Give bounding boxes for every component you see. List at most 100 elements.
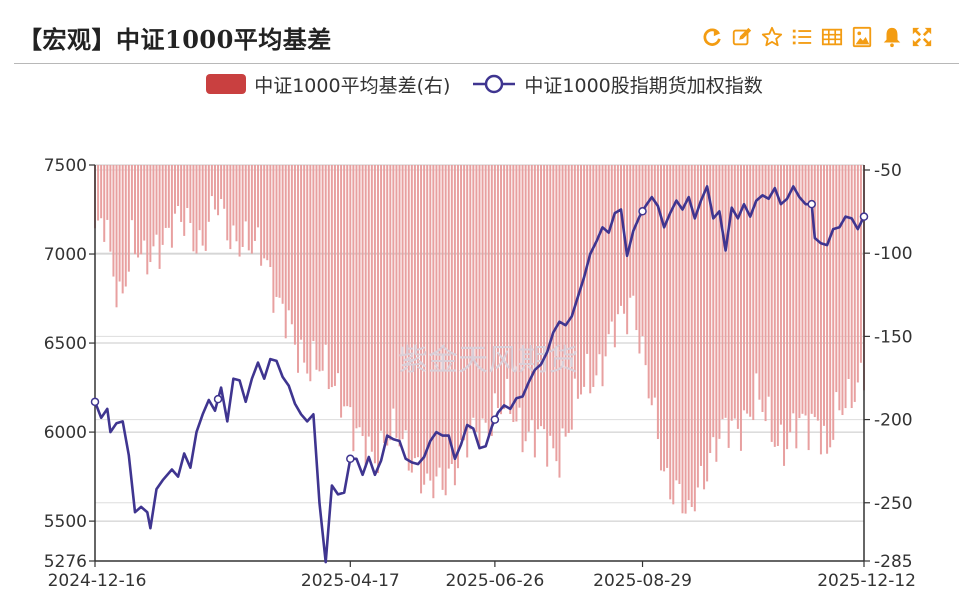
basis-bar xyxy=(783,165,786,466)
basis-bar xyxy=(257,165,260,228)
refresh-icon[interactable] xyxy=(701,26,723,48)
y-right-tick-label: -150 xyxy=(874,327,913,347)
basis-bar xyxy=(706,165,709,482)
basis-bar xyxy=(460,165,463,441)
basis-bar xyxy=(561,165,564,429)
basis-bar xyxy=(149,165,152,263)
basis-bar xyxy=(549,165,552,436)
basis-bar xyxy=(607,165,610,335)
basis-bar xyxy=(133,165,136,255)
legend-basis[interactable]: 中证1000平均基差(右) xyxy=(206,71,450,98)
basis-bar xyxy=(779,165,782,425)
basis-bar xyxy=(527,165,530,432)
basis-bar xyxy=(693,165,696,512)
list-icon[interactable] xyxy=(791,26,813,48)
basis-bar xyxy=(269,165,272,268)
fullscreen-icon[interactable] xyxy=(911,26,933,48)
index-line-marker xyxy=(490,415,500,424)
basis-bar xyxy=(330,165,333,388)
basis-bar xyxy=(112,165,115,277)
basis-bar xyxy=(703,165,706,490)
basis-bar xyxy=(121,165,124,294)
x-tick-label: 2025-04-17 xyxy=(301,571,400,591)
basis-bar xyxy=(333,165,336,386)
basis-bar xyxy=(835,165,838,393)
basis-bar xyxy=(266,165,269,261)
legend-basis-label: 中证1000平均基差(右) xyxy=(254,74,451,97)
basis-bar xyxy=(801,165,804,414)
basis-bar xyxy=(177,165,180,207)
basis-bar xyxy=(816,165,819,421)
basis-bar xyxy=(736,165,739,429)
basis-bar xyxy=(309,165,312,382)
star-icon[interactable] xyxy=(761,26,783,48)
basis-bar xyxy=(475,165,478,432)
header-divider xyxy=(14,63,959,64)
legend-basis-swatch xyxy=(206,74,247,94)
basis-bar xyxy=(97,165,100,221)
basis-bar xyxy=(183,165,186,236)
basis-bar xyxy=(220,165,223,200)
x-tick-label: 2024-12-16 xyxy=(48,571,147,591)
basis-bar xyxy=(850,165,853,409)
basis-bar xyxy=(536,165,539,430)
table-icon[interactable] xyxy=(821,26,843,48)
basis-bar xyxy=(466,165,469,458)
basis-bar xyxy=(300,165,303,340)
basis-bar xyxy=(595,165,598,376)
basis-bar xyxy=(755,165,758,374)
index-line-marker xyxy=(807,199,816,209)
basis-bar xyxy=(493,165,496,394)
basis-bar xyxy=(653,165,656,398)
basis-bar xyxy=(355,165,358,429)
bell-icon[interactable] xyxy=(881,26,903,48)
basis-bar xyxy=(699,165,702,466)
basis-bar xyxy=(164,165,167,228)
y-right-tick-label: -50 xyxy=(874,161,902,181)
basis-bar xyxy=(416,165,419,458)
basis-bar xyxy=(638,165,641,354)
basis-bar xyxy=(469,165,472,430)
basis-bar xyxy=(201,165,204,246)
basis-bar xyxy=(826,165,829,454)
basis-bar xyxy=(752,165,755,421)
y-right-tick-label: -250 xyxy=(874,494,913,514)
basis-bar xyxy=(761,165,764,413)
legend-index[interactable]: 中证1000股指期货加权指数 xyxy=(472,71,763,98)
basis-bar xyxy=(644,165,647,366)
basis-bar xyxy=(795,165,798,449)
basis-bar xyxy=(635,165,638,331)
basis-bar xyxy=(810,165,813,414)
basis-bar xyxy=(167,165,170,228)
basis-bar xyxy=(619,165,622,306)
basis-bar xyxy=(358,165,361,428)
basis-bar xyxy=(373,165,376,464)
basis-bar xyxy=(140,165,143,255)
basis-bar xyxy=(204,165,207,251)
basis-bar xyxy=(441,165,444,490)
basis-bar xyxy=(340,165,343,418)
basis-bar xyxy=(152,165,155,247)
basis-bar xyxy=(678,165,681,484)
basis-bar xyxy=(838,165,841,411)
index-line-marker xyxy=(638,207,647,216)
basis-bar xyxy=(543,165,546,430)
basis-bar xyxy=(253,165,256,241)
basis-bar xyxy=(170,165,173,248)
basis-bar xyxy=(100,165,103,219)
basis-bar xyxy=(764,165,767,422)
basis-bar xyxy=(533,165,536,458)
basis-bar xyxy=(435,165,438,477)
basis-bar xyxy=(229,165,232,250)
basis-bar xyxy=(515,165,518,422)
basis-bar xyxy=(189,165,192,223)
image-icon[interactable] xyxy=(851,26,873,48)
edit-icon[interactable] xyxy=(731,26,753,48)
basis-bar xyxy=(290,165,293,325)
basis-bar xyxy=(715,165,718,462)
y-left-tick-label: 5500 xyxy=(44,512,87,532)
basis-bar xyxy=(669,165,672,500)
basis-bar xyxy=(487,165,490,435)
y-left-tick-label: 6500 xyxy=(44,334,87,354)
